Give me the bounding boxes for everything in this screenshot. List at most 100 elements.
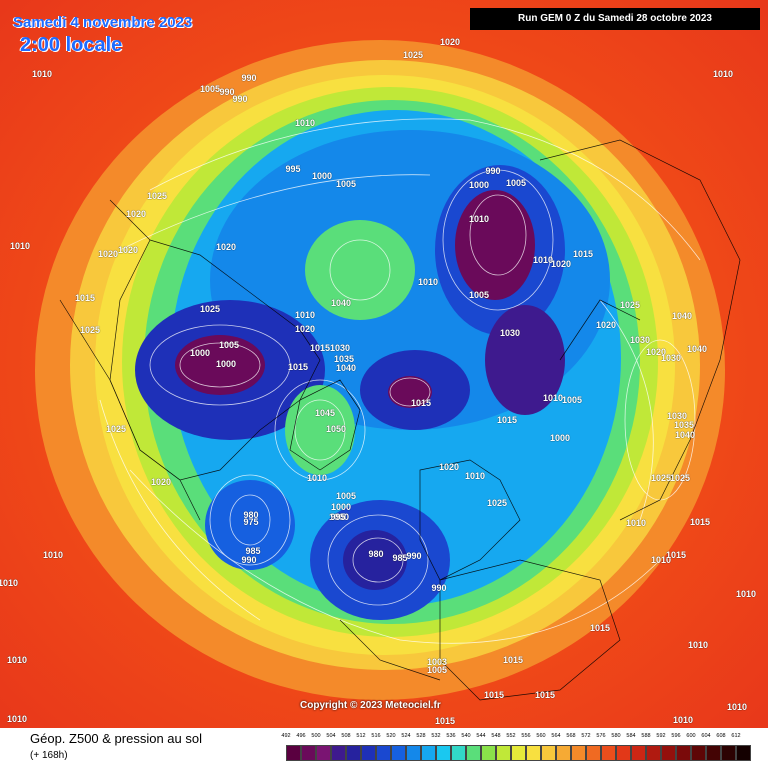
legend-color-cell	[451, 745, 466, 761]
isobar-label: 1050	[325, 424, 347, 434]
isobar-label: 1035	[673, 420, 695, 430]
legend-color-cell	[646, 745, 661, 761]
legend-color-cell	[691, 745, 706, 761]
isobar-label: 1010	[464, 471, 486, 481]
isobar-label: 1010	[672, 715, 694, 725]
isobar-label: 990	[219, 87, 235, 97]
isobar-label: 1005	[335, 179, 357, 189]
legend-tick-label: 568	[566, 733, 576, 739]
isobar-label: 1045	[314, 408, 336, 418]
isobar-label: 1025	[105, 424, 127, 434]
isobar-label: 1020	[645, 347, 667, 357]
isobar-label: 1010	[468, 214, 490, 224]
isobar-label: 990	[406, 551, 422, 561]
model-run-label: Run GEM 0 Z du Samedi 28 octobre 2023	[470, 8, 760, 30]
isobar-label: 1000	[549, 433, 571, 443]
isobar-label: 1010	[417, 277, 439, 287]
copyright-notice: Copyright © 2023 Meteociel.fr	[300, 700, 441, 711]
legend-color-cell	[631, 745, 646, 761]
legend-color-cell	[736, 745, 751, 761]
legend-color-cell	[496, 745, 511, 761]
isobar-label: 995	[285, 164, 301, 174]
isobar-label: 1015	[309, 343, 331, 353]
legend-tick-label: 556	[521, 733, 531, 739]
legend-tick-label: 584	[626, 733, 636, 739]
legend-tick-label: 580	[611, 733, 621, 739]
isobar-label: 1000	[189, 348, 211, 358]
isobar-label: 1015	[534, 690, 556, 700]
isobar-label: 1000	[215, 359, 237, 369]
legend-color-cell	[601, 745, 616, 761]
legend-tick-label: 560	[536, 733, 546, 739]
legend-tick-label: 492	[281, 733, 291, 739]
legend-tick-label: 572	[581, 733, 591, 739]
isobar-label: 1025	[146, 191, 168, 201]
isobar-label: 1030	[329, 343, 351, 353]
isobar-label: 995	[330, 512, 346, 522]
isobar-label: 1000	[328, 512, 350, 522]
legend-color-cell	[406, 745, 421, 761]
legend-color-cell	[706, 745, 721, 761]
legend-tick-label: 520	[386, 733, 396, 739]
isobar-label: 1015	[502, 655, 524, 665]
isobar-label: 1015	[287, 362, 309, 372]
isobar-label: 1010	[687, 640, 709, 650]
legend-tick-label: 588	[641, 733, 651, 739]
legend-tick-label: 516	[371, 733, 381, 739]
forecast-date: Samedi 4 novembre 2023	[13, 14, 193, 31]
legend-tick-label: 524	[401, 733, 411, 739]
isobar-label: 1000	[311, 171, 333, 181]
isobar-label: 975	[243, 517, 259, 527]
isobar-label: 1020	[438, 462, 460, 472]
legend-color-cell	[616, 745, 631, 761]
chart-title: Géop. Z500 & pression au sol	[30, 731, 202, 746]
legend-color-cell	[541, 745, 556, 761]
isobar-label: 1015	[74, 293, 96, 303]
legend-color-cell	[436, 745, 451, 761]
legend-tick-label: 576	[596, 733, 606, 739]
isobar-label: 1015	[434, 716, 456, 726]
legend-tick-label: 536	[446, 733, 456, 739]
isobar-label: 1040	[330, 298, 352, 308]
isobar-label: 1020	[125, 209, 147, 219]
legend-color-cell	[391, 745, 406, 761]
legend-tick-label: 564	[551, 733, 561, 739]
isobar-label: 1020	[550, 259, 572, 269]
isobar-label: 1005	[426, 665, 448, 675]
isobar-label: 1015	[496, 415, 518, 425]
isobar-label: 1010	[650, 555, 672, 565]
color-scale-legend: 492 496 500 504 508 512 516 520 524 528 532 536 540 5…	[281, 733, 752, 763]
legend-color-cell	[301, 745, 316, 761]
isobar-label: 1020	[150, 477, 172, 487]
coastlines	[59, 139, 741, 701]
legend-color-cell	[676, 745, 691, 761]
legend-tick-label: 612	[731, 733, 741, 739]
legend-color-cell	[286, 745, 301, 761]
isobar-label: 1010	[712, 69, 734, 79]
isobar-label: 985	[392, 553, 408, 563]
isobar-label: 1010	[0, 578, 19, 588]
isobar-label: 1040	[335, 363, 357, 373]
legend-tick-label: 552	[506, 733, 516, 739]
legend-tick-label: 496	[296, 733, 306, 739]
isobar-label: 990	[431, 583, 447, 593]
isobar-label: 1015	[589, 623, 611, 633]
forecast-local-time: 2:00 locale	[20, 34, 123, 56]
isobar-label: 1015	[483, 690, 505, 700]
legend-color-cell	[586, 745, 601, 761]
isobar-label: 1020	[595, 320, 617, 330]
legend-color-cell	[331, 745, 346, 761]
legend-color-cell	[466, 745, 481, 761]
isobar-label: 1030	[666, 411, 688, 421]
legend-tick-label: 548	[491, 733, 501, 739]
isobar-label: 1010	[6, 714, 28, 724]
isobar-label: 1025	[79, 325, 101, 335]
legend-color-cell	[661, 745, 676, 761]
isobar-label: 1025	[199, 304, 221, 314]
legend-color-cell	[376, 745, 391, 761]
isobar-label: 985	[245, 546, 261, 556]
legend-tick-label: 540	[461, 733, 471, 739]
legend-tick-label: 596	[671, 733, 681, 739]
isobar-label: 1005	[561, 395, 583, 405]
